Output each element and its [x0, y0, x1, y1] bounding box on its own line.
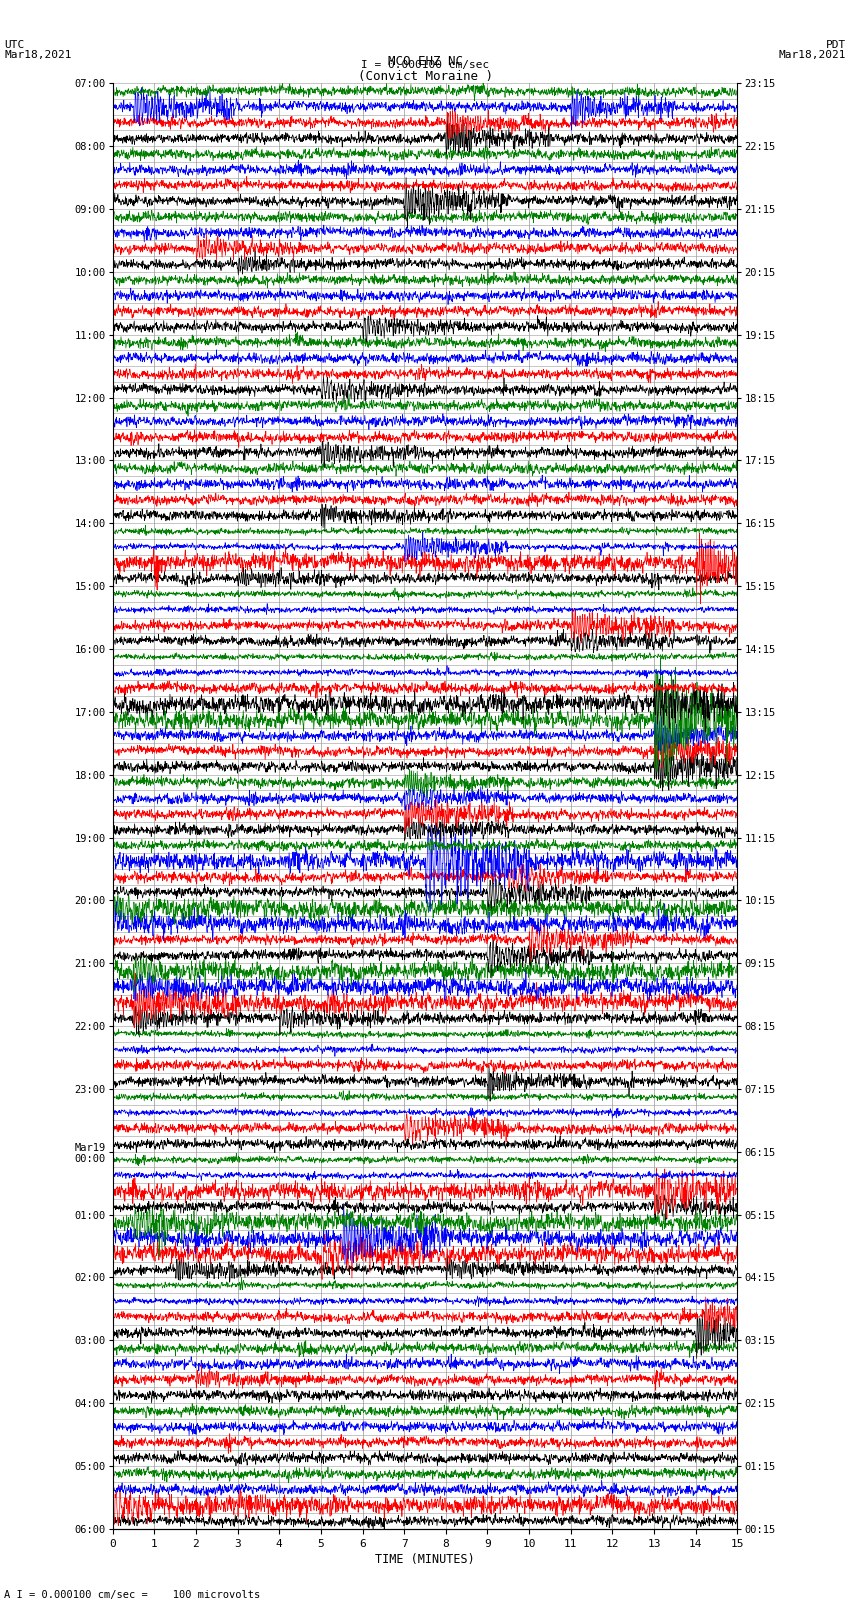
Text: UTC: UTC — [4, 40, 25, 50]
X-axis label: TIME (MINUTES): TIME (MINUTES) — [375, 1553, 475, 1566]
Text: Mar18,2021: Mar18,2021 — [779, 50, 846, 60]
Text: Mar18,2021: Mar18,2021 — [4, 50, 71, 60]
Text: I = 0.000100 cm/sec: I = 0.000100 cm/sec — [361, 60, 489, 69]
Text: PDT: PDT — [825, 40, 846, 50]
Title: MCO EHZ NC
(Convict Moraine ): MCO EHZ NC (Convict Moraine ) — [358, 55, 492, 84]
Text: A I = 0.000100 cm/sec =    100 microvolts: A I = 0.000100 cm/sec = 100 microvolts — [4, 1590, 260, 1600]
